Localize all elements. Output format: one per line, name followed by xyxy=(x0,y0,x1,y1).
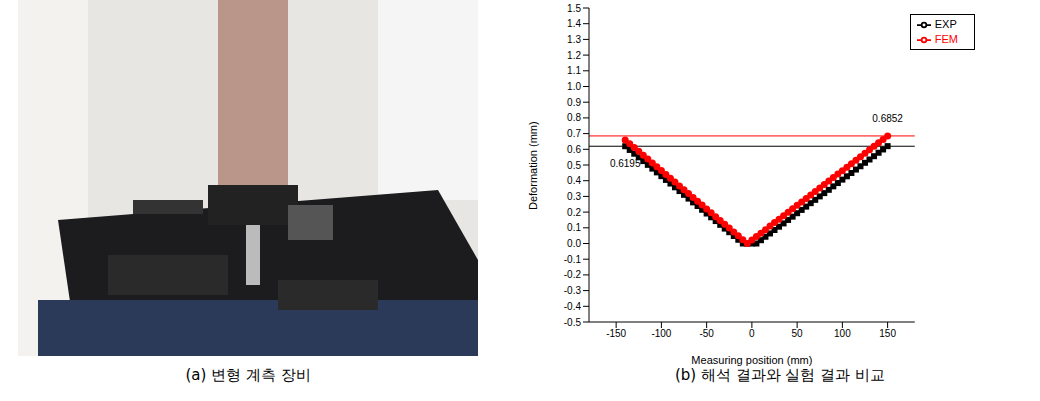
svg-text:0.0: 0.0 xyxy=(567,238,581,249)
html-text:(a) 변형 계측 장비: (a) 변형 계측 장비 xyxy=(185,366,311,384)
svg-text:0.8: 0.8 xyxy=(567,112,581,123)
svg-text:-50: -50 xyxy=(699,328,714,339)
svg-text:Deformation (mm): Deformation (mm) xyxy=(527,121,539,210)
html-text:(b) 해석 결과와 실험 결과 비교: (b) 해석 결과와 실험 결과 비교 xyxy=(675,366,885,384)
html-text:EXP: EXP xyxy=(934,18,957,30)
svg-text:1.4: 1.4 xyxy=(567,18,581,29)
svg-text:-0.1: -0.1 xyxy=(564,254,582,265)
svg-text:-150: -150 xyxy=(606,328,626,339)
svg-text:0.4: 0.4 xyxy=(567,175,581,186)
svg-text:1.0: 1.0 xyxy=(567,81,581,92)
svg-text:-100: -100 xyxy=(651,328,671,339)
svg-text:0.3: 0.3 xyxy=(567,191,581,202)
svg-text:-0.5: -0.5 xyxy=(564,317,582,328)
svg-text:0.6852: 0.6852 xyxy=(872,113,903,124)
svg-text:Measuring position (mm): Measuring position (mm) xyxy=(691,354,812,366)
svg-text:0.2: 0.2 xyxy=(567,207,581,218)
svg-text:-0.2: -0.2 xyxy=(564,269,582,280)
svg-text:0.9: 0.9 xyxy=(567,97,581,108)
svg-text:100: 100 xyxy=(834,328,851,339)
html-text:FEM: FEM xyxy=(934,33,958,46)
svg-text:150: 150 xyxy=(879,328,896,339)
svg-text:50: 50 xyxy=(792,328,804,339)
svg-text:0.6: 0.6 xyxy=(567,144,581,155)
svg-text:1.5: 1.5 xyxy=(567,3,581,14)
svg-text:0.6195: 0.6195 xyxy=(610,158,641,169)
svg-text:-0.3: -0.3 xyxy=(564,285,582,296)
svg-text:0: 0 xyxy=(749,328,755,339)
svg-text:1.3: 1.3 xyxy=(567,34,581,45)
svg-text:1.2: 1.2 xyxy=(567,50,581,61)
svg-text:-0.4: -0.4 xyxy=(564,301,582,312)
svg-text:0.1: 0.1 xyxy=(567,222,581,233)
svg-text:0.7: 0.7 xyxy=(567,128,581,139)
svg-text:0.5: 0.5 xyxy=(567,160,581,171)
svg-text:1.1: 1.1 xyxy=(567,65,581,76)
